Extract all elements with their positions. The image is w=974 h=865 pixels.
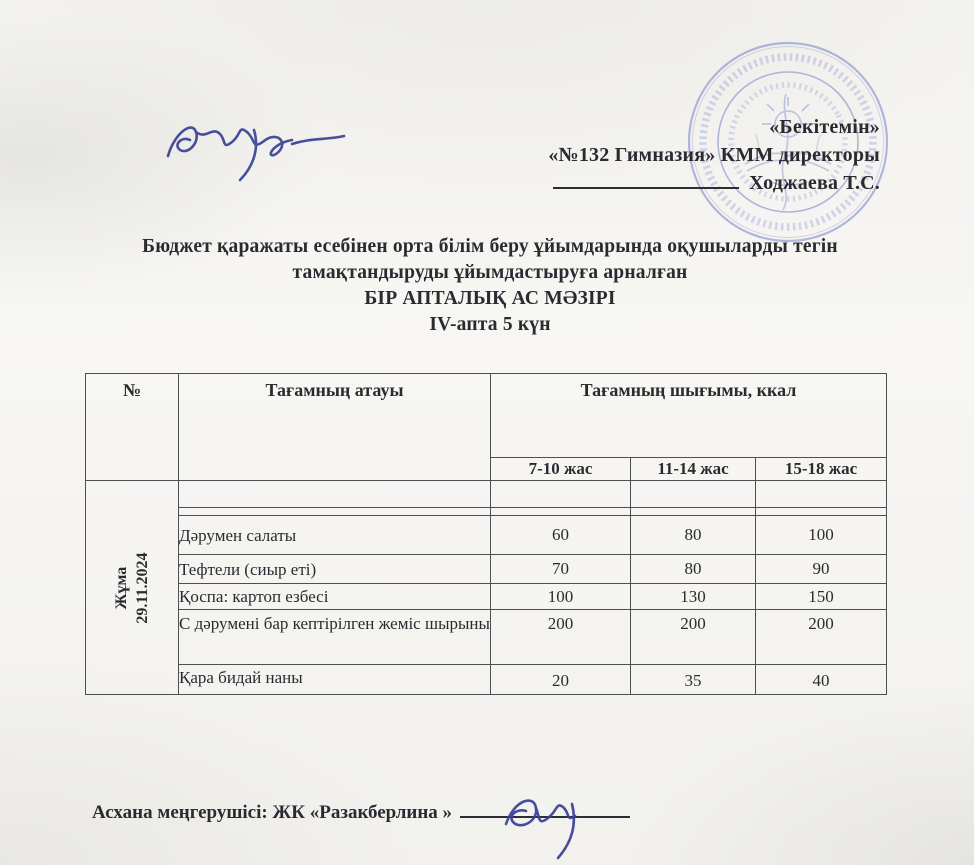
dish-name-cell: Қоспа: картоп езбесі [178,583,491,610]
title-line-1: Бюджет қаражаты есебінен орта білім беру… [142,236,838,257]
kcal-value-cell: 200 [490,609,631,665]
kcal-value-cell: 80 [630,515,756,555]
kcal-value-cell: 90 [754,554,888,584]
table-row: Тефтели (сиыр еті) 70 80 90 [86,554,888,584]
kcal-value-cell: 40 [754,664,888,695]
kcal-value-cell: 60 [490,515,631,555]
table-header-row: № Тағамның атауы Тағамның шығымы, ккал [85,373,888,481]
kcal-value-cell: 150 [754,583,888,610]
kcal-value-cell: 200 [754,609,888,665]
director-handwritten-signature-icon [167,126,346,182]
kcal-value-cell: 80 [630,554,756,584]
table-row: Қоспа: картоп езбесі 100 130 150 [86,583,888,610]
approval-line-2: «№132 Гимназия» КММ директоры [548,143,880,166]
kcal-value-cell: 20 [490,664,631,695]
dish-name-cell: Дәрумен салаты [178,515,491,555]
table-row: Қара бидай наны 20 35 40 [86,664,888,695]
dish-name-cell: Қара бидай наны [178,664,491,695]
kcal-value-cell: 130 [630,583,756,610]
director-signature-row: Ходжаева Т.С. [167,126,880,198]
date-label: 29.11.2024 [134,551,151,624]
kcal-value-cell: 200 [630,609,756,665]
title-line-4: IV-апта 5 күн [429,314,551,335]
stamp-emblem [744,93,832,211]
approval-block: «Бекітемін» «№132 Гимназия» КММ директор… [167,114,880,198]
dish-name-cell: С дәрумені бар кептірілген жеміс шырыны [178,609,491,665]
document-title: Бюджет қаражаты есебінен орта білім беру… [90,234,890,338]
menu-table: № Тағамның атауы Тағамның шығымы, ккал 7… [85,373,888,695]
table-row: С дәрумені бар кептірілген жеміс шырыны … [86,609,888,665]
dish-name-cell: Тефтели (сиыр еті) [178,554,491,584]
title-line-2: тамақтандыруды ұйымдастыруға арналған [292,262,688,283]
day-rotated-label: Жұма 29.11.2024 [111,493,153,683]
kcal-value-cell: 100 [754,515,888,555]
official-round-stamp-seal [687,41,889,243]
approval-line-1: «Бекітемін» [769,116,880,138]
table-row: Дәрумен салаты 60 80 100 [86,515,888,555]
header-number: № [85,373,179,481]
manager-signature-line [460,800,631,818]
age-group-15-18: 15-18 жас [754,457,888,481]
age-group-11-14: 11-14 жас [630,457,756,481]
age-groups-header-row: 7-10 жас 11-14 жас 15-18 жас [86,457,888,481]
manager-handwritten-signature-icon [504,799,577,860]
kcal-value-cell: 35 [630,664,756,695]
title-line-3: БІР АПТАЛЫҚ АС МӘЗІРІ [364,288,616,309]
table-row-divider [86,507,888,516]
kcal-value-cell: 70 [490,554,631,584]
day-cell: Жұма 29.11.2024 [85,480,179,695]
signature-line [553,169,740,189]
canteen-manager-label: Асхана меңгерушісі: ЖК «Разакберлина » [92,802,453,823]
table-row-empty: Жұма 29.11.2024 [85,480,888,695]
age-group-7-10: 7-10 жас [490,457,631,481]
kcal-value-cell: 100 [490,583,631,610]
header-output-kcal: Тағамның шығымы, ккал [489,373,888,458]
header-dish-name: Тағамның атауы [178,373,491,481]
director-name: Ходжаева Т.С. [749,172,880,194]
footer-block: Асхана меңгерушісі: ЖК «Разакберлина » [92,799,631,860]
weekday-label: Жұма [113,566,130,609]
